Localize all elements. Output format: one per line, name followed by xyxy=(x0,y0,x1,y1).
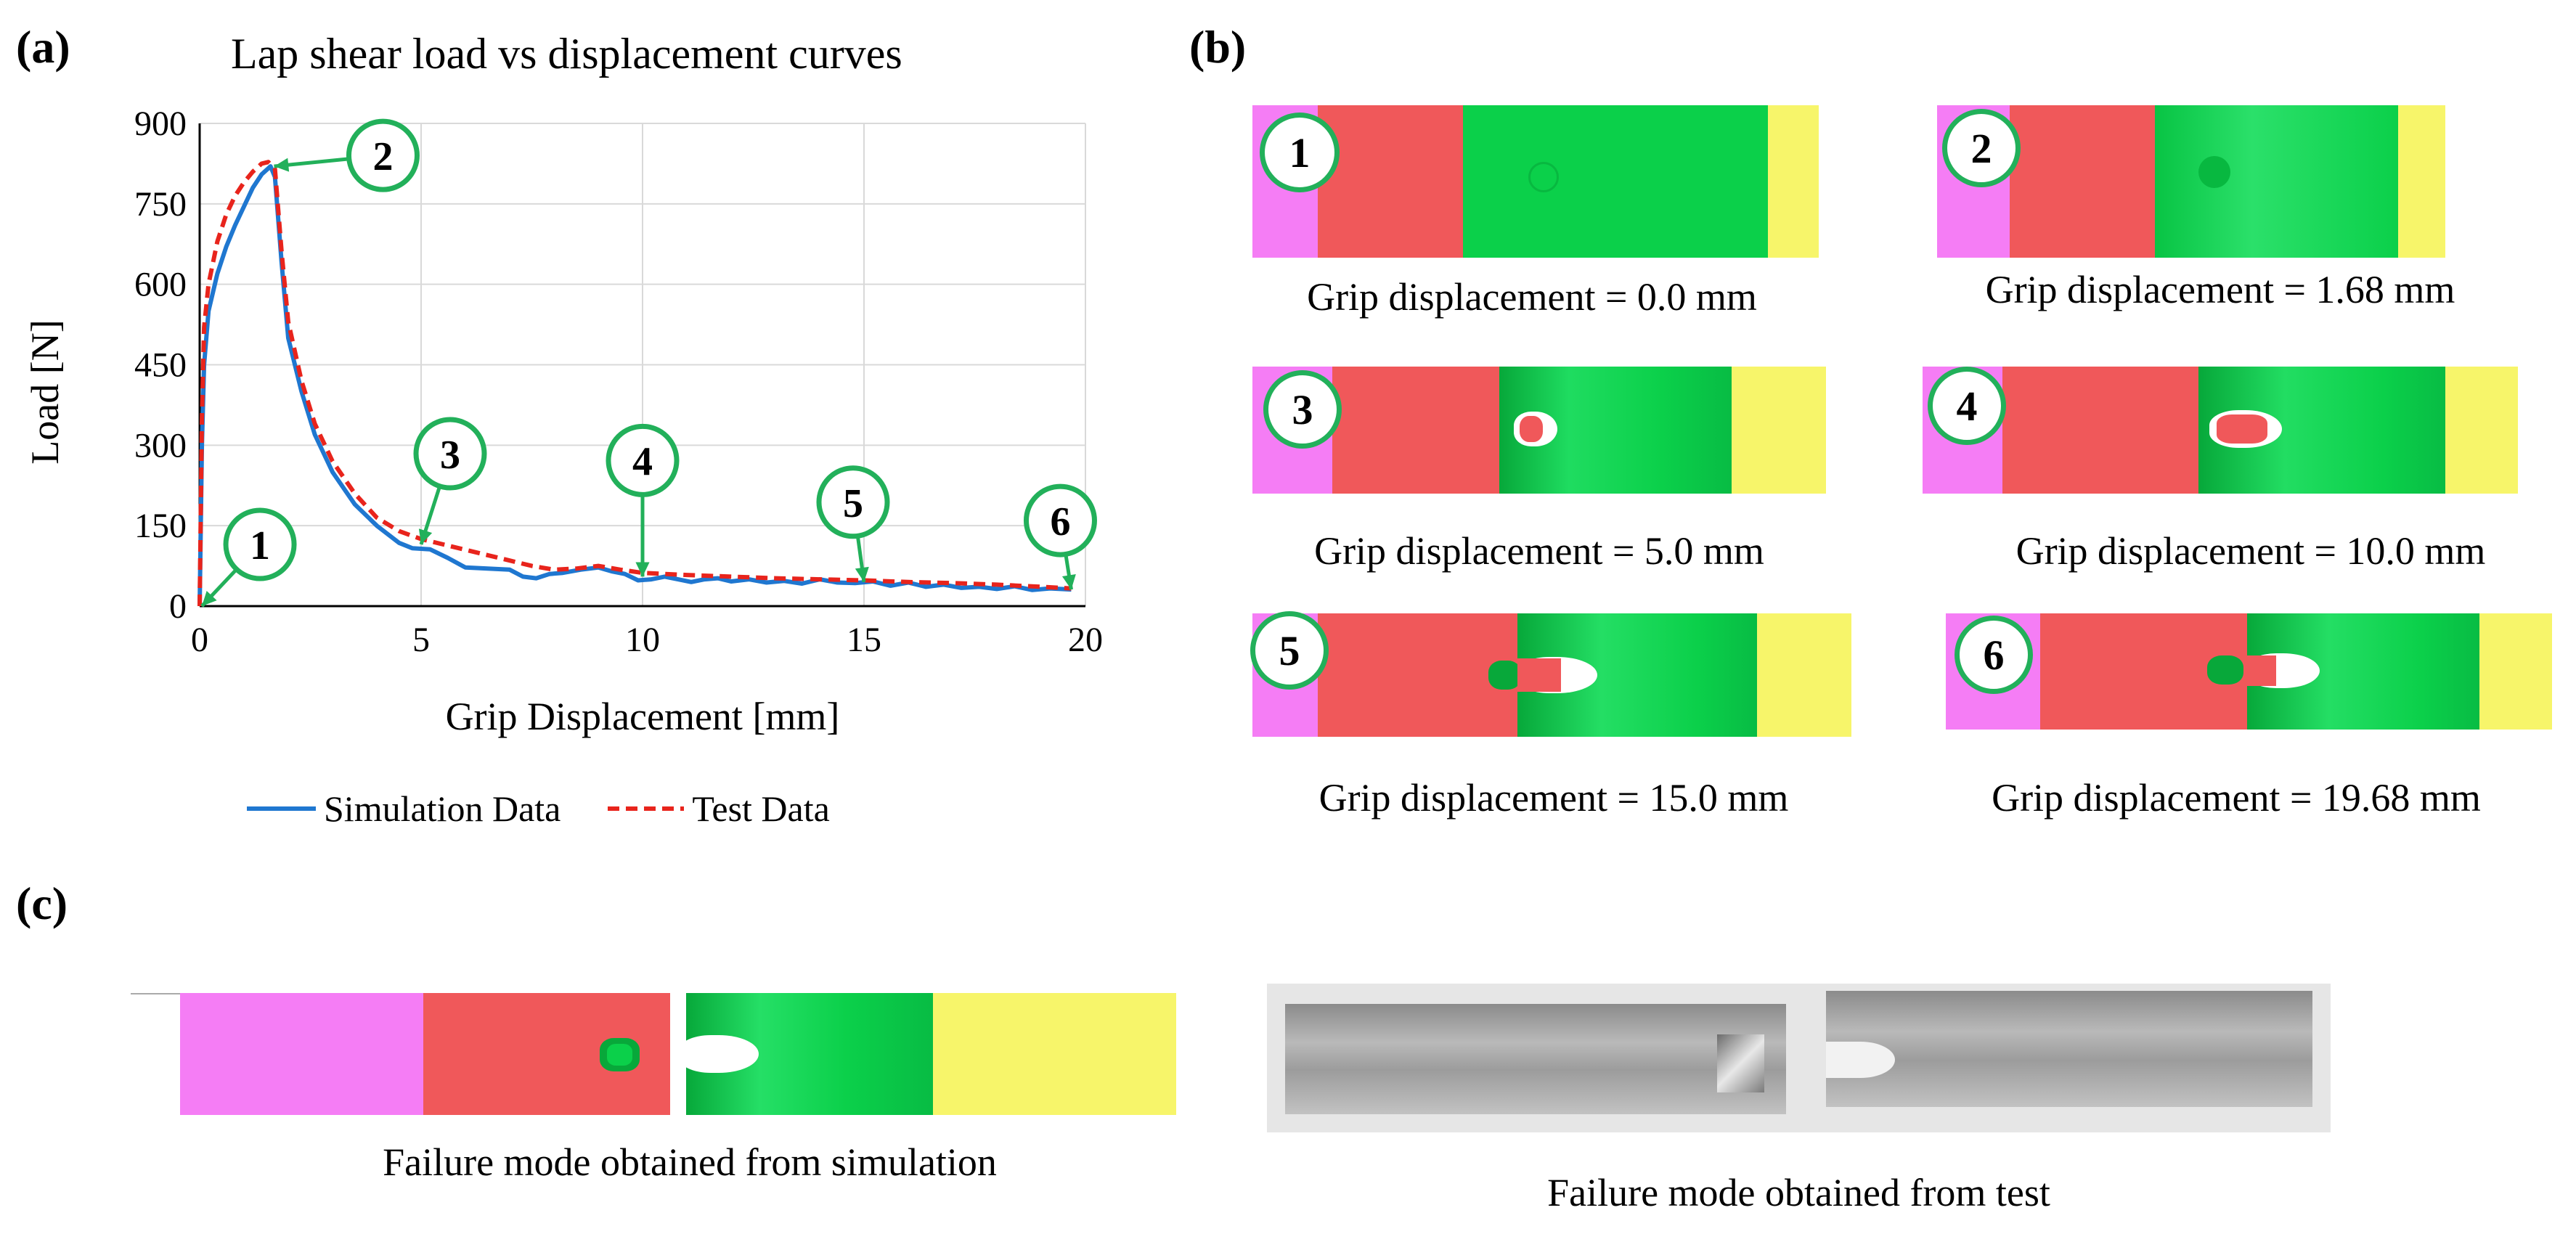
panel-label-b: (b) xyxy=(1189,21,1247,73)
annotation-arrowhead xyxy=(855,566,869,582)
x-axis-label: Grip Displacement [mm] xyxy=(446,695,840,738)
snapshot-badge-3: 3 xyxy=(1263,370,1342,449)
annotation-label: 4 xyxy=(632,439,653,484)
snapshot-1-strip xyxy=(1252,105,1819,258)
failure-simulation-caption: Failure mode obtained from simulation xyxy=(383,1140,997,1184)
snapshot-caption-5: Grip displacement = 15.0 mm xyxy=(1318,776,1789,820)
x-tick-label: 20 xyxy=(1068,621,1103,659)
snapshot-3-strip xyxy=(1252,367,1826,494)
x-tick-label: 15 xyxy=(847,621,881,659)
y-tick-label: 450 xyxy=(134,346,187,385)
annotation-label: 5 xyxy=(843,481,863,526)
y-tick-label: 300 xyxy=(134,426,187,465)
y-tick-label: 900 xyxy=(134,105,187,143)
failure-test-caption: Failure mode obtained from test xyxy=(1547,1171,2050,1214)
x-tick-label: 5 xyxy=(412,621,430,659)
annotation-badge xyxy=(223,507,297,581)
failure-test-photo xyxy=(1267,984,2331,1132)
annotation-arrowhead xyxy=(635,562,650,577)
test-sheet-right xyxy=(1826,991,2312,1107)
snapshot-caption-3: Grip displacement = 5.0 mm xyxy=(1314,529,1764,573)
annotation-label: 1 xyxy=(250,523,270,568)
annotation-arrowhead xyxy=(274,158,290,172)
failure-simulation-left xyxy=(180,993,670,1115)
annotation-arrowhead xyxy=(202,591,217,606)
annotation-label: 6 xyxy=(1050,499,1070,544)
snapshot-4-strip xyxy=(1923,367,2518,494)
y-tick-label: 600 xyxy=(134,266,187,304)
annotation-label: 2 xyxy=(372,134,393,179)
legend-test-line xyxy=(608,806,685,811)
chart-series xyxy=(197,160,1072,607)
annotation-badge xyxy=(816,465,890,539)
test-sheet-left xyxy=(1285,1004,1786,1114)
failure-simulation-right xyxy=(686,993,1176,1115)
legend-test-label: Test Data xyxy=(692,788,830,829)
annotation-badge xyxy=(606,423,680,497)
yellow-grip xyxy=(2398,105,2445,258)
y-axis-label: Load [N] xyxy=(23,319,67,464)
red-sheet xyxy=(1318,105,1463,258)
yellow-grip xyxy=(1757,613,1851,737)
panel-label-a: (a) xyxy=(16,21,70,73)
chart-legend: Simulation Data Test Data xyxy=(247,788,830,830)
chart-title: Lap shear load vs displacement curves xyxy=(231,30,902,78)
yellow-grip xyxy=(933,993,1176,1115)
x-tick-label: 10 xyxy=(625,621,660,659)
pink-grip xyxy=(180,993,423,1115)
series-test-data xyxy=(197,160,1072,607)
snapshot-caption-2: Grip displacement = 1.68 mm xyxy=(1985,268,2455,311)
snapshot-badge-6: 6 xyxy=(1955,616,2033,694)
annotation-label: 3 xyxy=(440,433,460,478)
yellow-grip xyxy=(2445,367,2518,494)
annotation-badge xyxy=(413,417,487,491)
yellow-grip xyxy=(1768,105,1819,258)
panel-label-c: (c) xyxy=(16,878,68,929)
snapshot-badge-2: 2 xyxy=(1942,109,2021,187)
snapshot-caption-6: Grip displacement = 19.68 mm xyxy=(1992,776,2481,820)
red-sheet xyxy=(2002,367,2198,494)
legend-simulation-label: Simulation Data xyxy=(324,788,561,829)
snapshot-badge-5: 5 xyxy=(1250,611,1329,690)
red-sheet xyxy=(2010,105,2155,258)
snapshot-5-strip xyxy=(1252,613,1851,737)
y-tick-label: 150 xyxy=(134,507,187,545)
x-tick-label: 0 xyxy=(191,621,208,659)
snapshot-caption-4: Grip displacement = 10.0 mm xyxy=(2015,529,2486,573)
annotation-arrowhead xyxy=(1061,574,1076,590)
snapshot-badge-4: 4 xyxy=(1928,367,2006,445)
yellow-grip xyxy=(1732,367,1826,494)
snapshot-badge-1: 1 xyxy=(1260,113,1340,192)
y-tick-label: 0 xyxy=(169,587,187,626)
load-displacement-chart: 0 150 300 450 600 750 900 0 5 10 15 20 1 2 3 4 5 6 Grip … xyxy=(23,105,1103,738)
y-tick-label: 750 xyxy=(134,185,187,224)
snapshot-6-strip xyxy=(1946,613,2552,730)
test-hole xyxy=(1826,1042,1895,1078)
legend-simulation-line xyxy=(247,806,316,811)
test-weld-nugget xyxy=(1717,1034,1764,1092)
green-sheet xyxy=(1463,105,1768,258)
green-sheet xyxy=(2155,105,2398,258)
yellow-grip xyxy=(2479,613,2552,730)
annotation-arrowhead xyxy=(418,528,433,545)
snapshot-caption-1: Grip displacement = 0.0 mm xyxy=(1307,275,1757,319)
annotation-badge xyxy=(1023,483,1097,557)
chart-annotations: 1 2 3 4 5 6 xyxy=(200,118,1097,608)
annotation-badge xyxy=(346,118,420,192)
series-simulation-data xyxy=(197,164,1072,607)
red-sheet xyxy=(1332,367,1521,494)
